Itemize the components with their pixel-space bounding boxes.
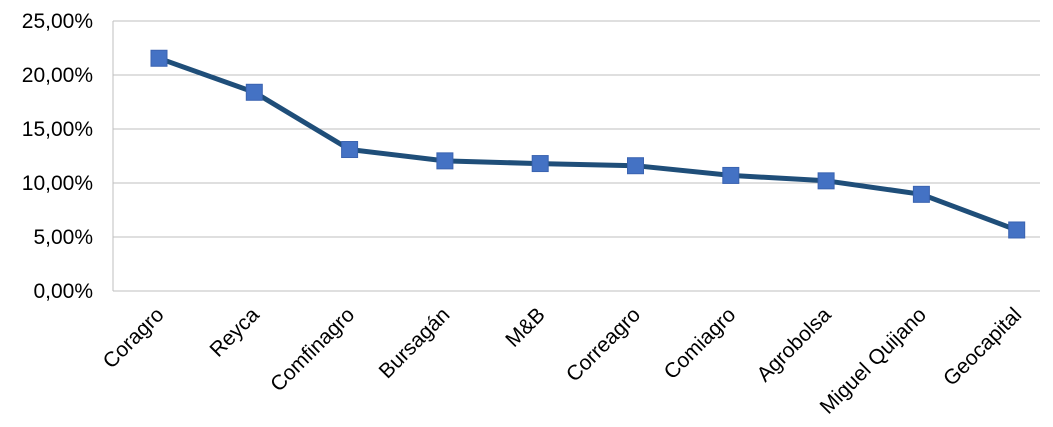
- y-tick-label: 25,00%: [22, 10, 93, 33]
- grid-lines: [113, 20, 1040, 292]
- series-polyline: [156, 55, 1020, 233]
- x-category-label: Geocapital: [939, 303, 1026, 390]
- data-point-marker: [1008, 221, 1026, 239]
- data-point-marker: [531, 155, 549, 173]
- y-tick-label: 0,00%: [33, 280, 93, 303]
- data-point-marker: [341, 141, 359, 159]
- x-category-label: M&B: [501, 303, 549, 351]
- data-point-marker: [627, 157, 644, 175]
- y-tick-label: 20,00%: [22, 64, 93, 87]
- data-point-marker: [912, 185, 930, 203]
- x-category-label: Agrobolsa: [753, 303, 836, 386]
- data-point-marker: [436, 152, 454, 170]
- x-category-label: Coragro: [99, 303, 169, 373]
- x-category-label: Comfinagro: [266, 303, 359, 396]
- y-tick-label: 15,00%: [22, 118, 93, 141]
- y-axis: 0,00% 5,00% 10,00% 15,00% 20,00% 25,00%: [22, 10, 114, 303]
- data-point-marker: [817, 172, 835, 190]
- series-markers: [150, 49, 1026, 239]
- data-point-marker: [722, 166, 740, 184]
- series-line: [156, 55, 1020, 233]
- x-category-label: Comiagro: [660, 303, 741, 384]
- y-tick-label: 5,00%: [33, 226, 93, 249]
- x-axis-labels: Coragro Reyca Comfinagro Bursagán M&B Correag…: [99, 303, 1027, 419]
- y-tick-label: 10,00%: [22, 172, 93, 195]
- x-category-label: Reyca: [205, 303, 264, 362]
- data-point-marker: [150, 49, 168, 67]
- data-point-marker: [245, 83, 263, 101]
- x-category-label: Bursagán: [375, 303, 455, 383]
- x-category-label: Correagro: [562, 303, 645, 386]
